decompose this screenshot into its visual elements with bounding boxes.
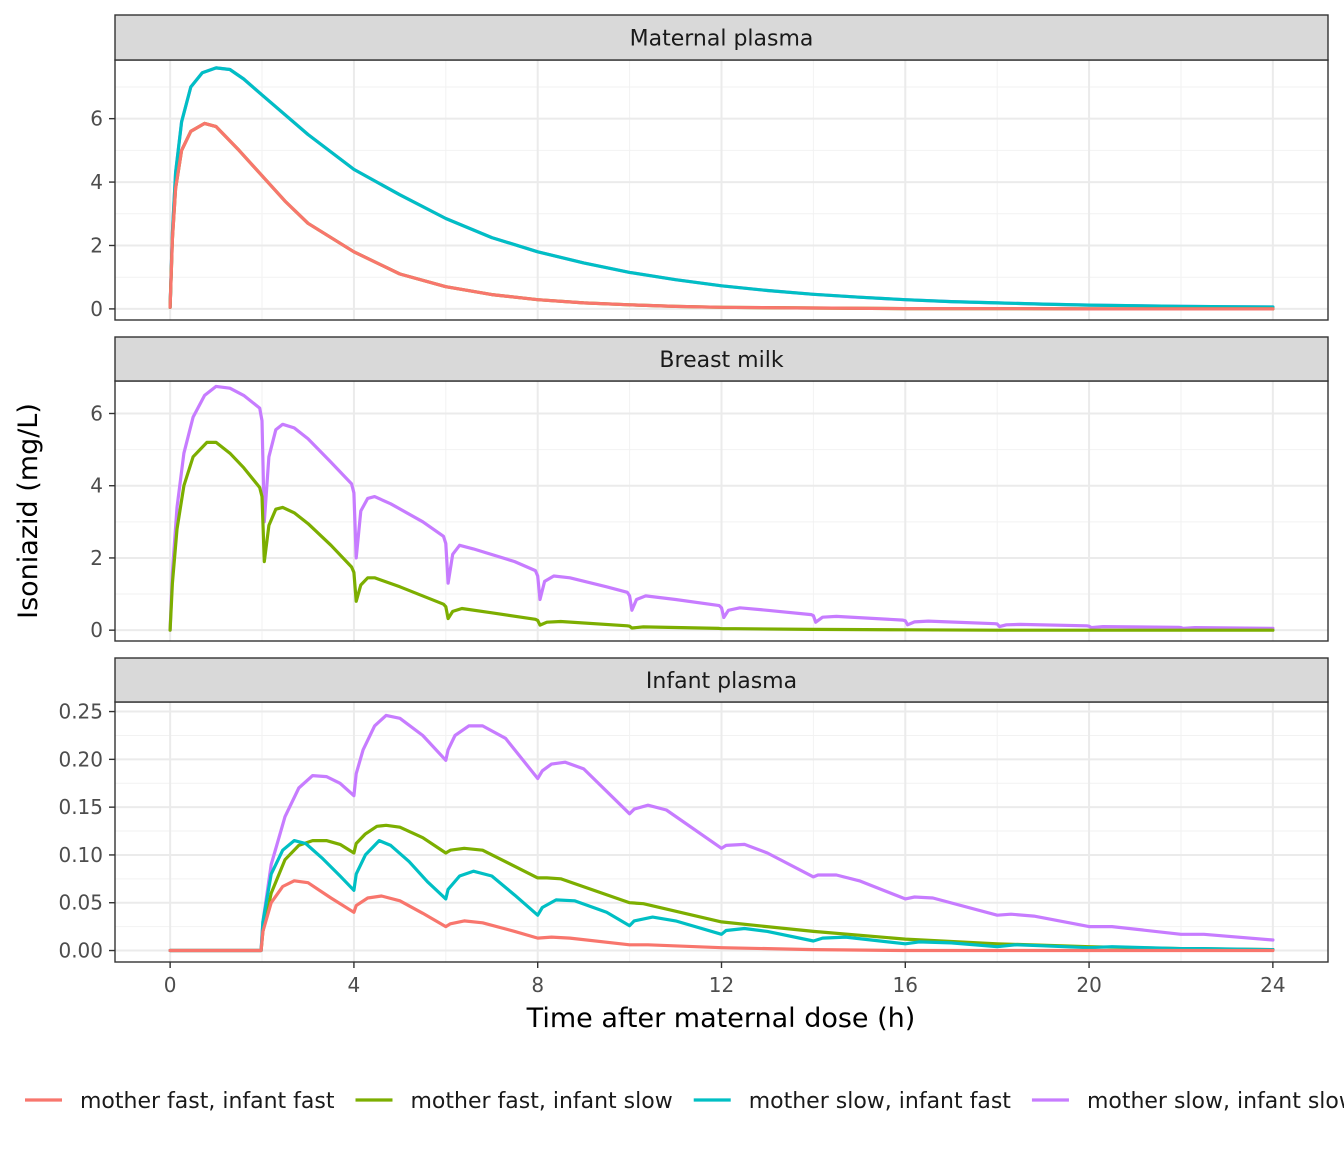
facet-strip-label: Infant plasma xyxy=(646,669,797,694)
y-tick-label: 0.15 xyxy=(58,795,103,819)
facet-strip xyxy=(114,14,1329,61)
legend-item: mother slow, infant slow xyxy=(1031,1089,1344,1114)
y-tick-label: 0.00 xyxy=(58,939,103,963)
facet-panel: Breast milk 0 2 4 6 xyxy=(90,336,1329,642)
facet-strip xyxy=(114,657,1329,703)
legend-item: mother fast, infant fast xyxy=(25,1089,335,1114)
x-tick-label: 24 xyxy=(1260,973,1285,997)
y-axis-title: Isoniazid (mg/L) xyxy=(13,403,44,619)
x-tick-label: 12 xyxy=(709,973,734,997)
legend-label: mother slow, infant slow xyxy=(1087,1089,1344,1114)
x-axis-title: Time after maternal dose (h) xyxy=(526,1003,916,1034)
y-tick-label: 4 xyxy=(90,474,103,498)
x-tick-label: 20 xyxy=(1076,973,1101,997)
series-line xyxy=(168,713,1275,953)
x-tick-label: 4 xyxy=(348,973,361,997)
y-tick-label: 2 xyxy=(90,546,103,570)
series-line xyxy=(168,879,1275,953)
series-line xyxy=(168,384,1275,632)
legend-item: mother fast, infant slow xyxy=(355,1089,673,1114)
series-line xyxy=(168,121,1275,311)
y-tick-label: 0.20 xyxy=(58,747,103,771)
legend-item: mother slow, infant fast xyxy=(693,1089,1012,1114)
facet-strip-label: Breast milk xyxy=(659,348,783,373)
facet-strip-label: Maternal plasma xyxy=(630,27,814,52)
facet-strip xyxy=(114,336,1329,382)
legend: mother fast, infant fast mother fast, inf… xyxy=(25,1089,1344,1114)
y-tick-label: 0.25 xyxy=(58,700,103,724)
y-tick-label: 0 xyxy=(90,297,103,321)
x-tick-label: 0 xyxy=(164,973,177,997)
y-tick-label: 0.10 xyxy=(58,843,103,867)
x-tick-label: 16 xyxy=(893,973,918,997)
y-tick-label: 2 xyxy=(90,233,103,257)
legend-label: mother slow, infant fast xyxy=(749,1089,1012,1114)
legend-label: mother fast, infant fast xyxy=(80,1089,335,1114)
series-line xyxy=(168,66,1275,309)
y-tick-label: 0 xyxy=(90,618,103,642)
y-tick-label: 6 xyxy=(90,107,103,131)
series-line xyxy=(168,440,1275,632)
y-tick-label: 4 xyxy=(90,170,103,194)
facet-panel: Infant plasma 0.00 0.05 0.10 0.15 0.20 0.25 0 4 8… xyxy=(58,657,1329,997)
y-tick-label: 0.05 xyxy=(58,891,103,915)
x-tick-label: 8 xyxy=(531,973,544,997)
series-line xyxy=(168,823,1275,953)
y-tick-label: 6 xyxy=(90,402,103,426)
legend-label: mother fast, infant slow xyxy=(411,1089,673,1114)
facet-panel: Maternal plasma 0 2 4 6 xyxy=(90,14,1329,321)
series-line xyxy=(168,839,1275,953)
